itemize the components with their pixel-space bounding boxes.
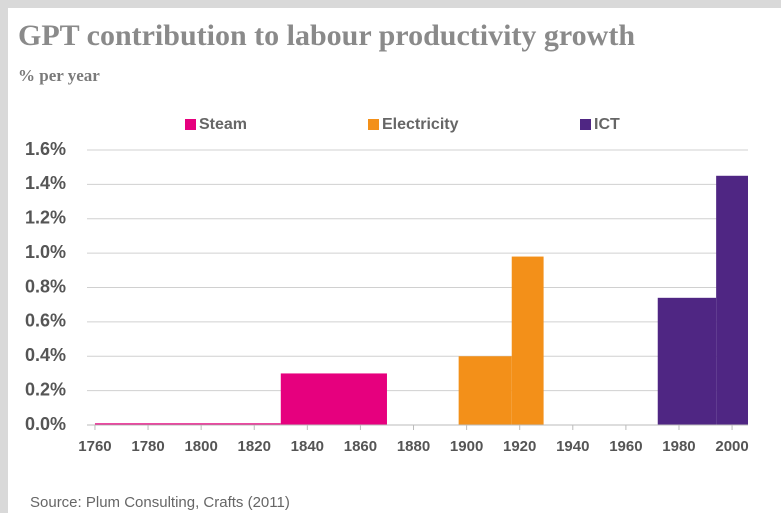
legend-swatch [580, 119, 591, 130]
x-tick-label: 1840 [291, 438, 324, 455]
y-tick-label: 1.4% [25, 173, 66, 193]
x-tick-label: 1820 [238, 438, 271, 455]
legend-swatch [185, 119, 196, 130]
bar [94, 423, 281, 425]
legend-label: Steam [199, 116, 247, 133]
y-tick-label: 1.0% [25, 242, 66, 262]
x-tick-label: 1960 [609, 438, 642, 455]
panel [8, 8, 781, 513]
y-tick-label: 0.0% [25, 414, 66, 434]
x-tick-label: 1860 [344, 438, 377, 455]
chart-title: GPT contribution to labour productivity … [18, 19, 635, 52]
x-tick-label: 1800 [184, 438, 217, 455]
y-tick-label: 0.4% [25, 345, 66, 365]
bar [511, 256, 544, 425]
x-tick-label: 1780 [131, 438, 164, 455]
bar [657, 297, 717, 425]
x-tick-label: 1940 [556, 438, 589, 455]
x-tick-label: 1760 [78, 438, 111, 455]
legend-swatch [368, 119, 379, 130]
source-note: Source: Plum Consulting, Crafts (2011) [30, 494, 290, 511]
y-tick-label: 1.6% [25, 139, 66, 159]
y-tick-label: 0.2% [25, 379, 66, 399]
bar [716, 175, 748, 425]
y-tick-label: 0.8% [25, 276, 66, 296]
x-tick-label: 1920 [503, 438, 536, 455]
y-tick-label: 0.6% [25, 311, 66, 331]
legend-label: ICT [594, 116, 620, 133]
y-tick-label: 1.2% [25, 208, 66, 228]
bar [458, 356, 512, 425]
legend-label: Electricity [382, 116, 459, 133]
bar [280, 373, 387, 425]
chart-subtitle: % per year [18, 66, 100, 85]
x-tick-label: 1980 [662, 438, 695, 455]
x-tick-label: 2000 [715, 438, 748, 455]
x-tick-label: 1900 [450, 438, 483, 455]
x-tick-label: 1880 [397, 438, 430, 455]
